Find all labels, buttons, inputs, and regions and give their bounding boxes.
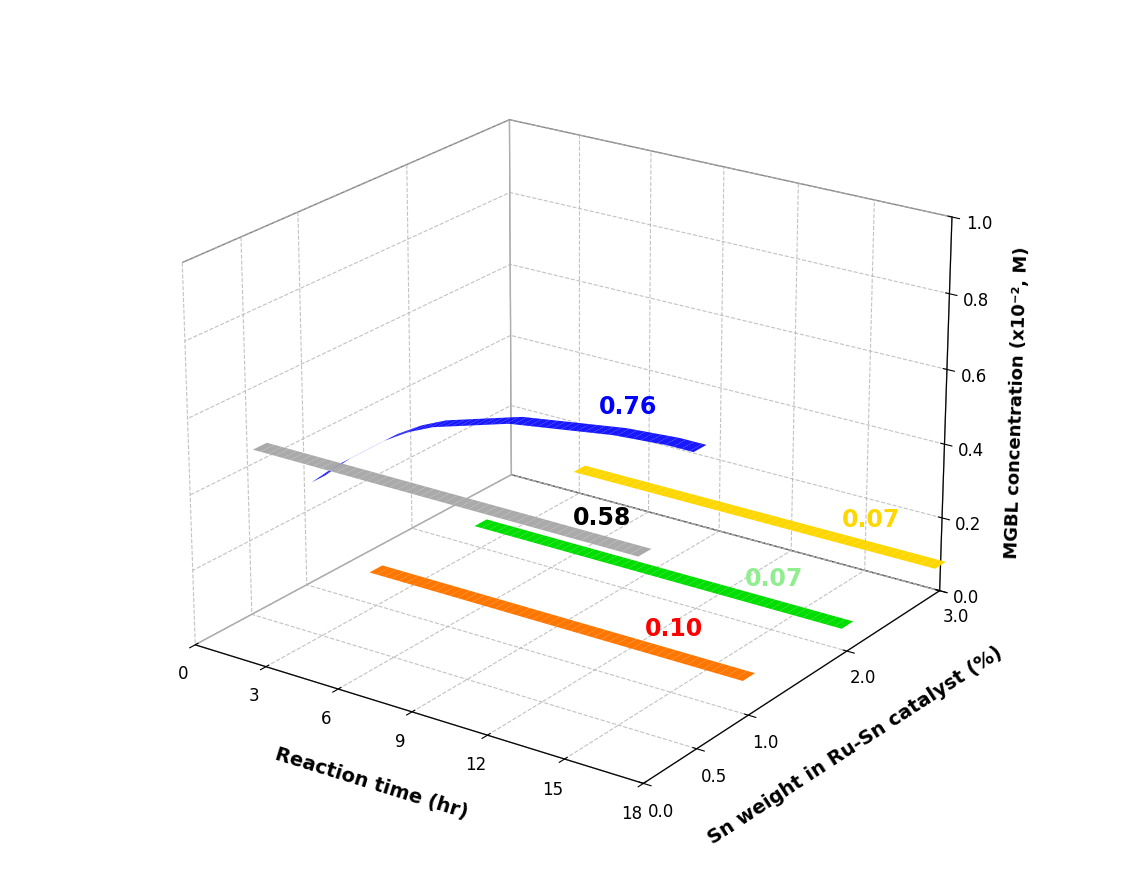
X-axis label: Reaction time (hr): Reaction time (hr): [273, 745, 470, 822]
Y-axis label: Sn weight in Ru-Sn catalyst (%): Sn weight in Ru-Sn catalyst (%): [705, 643, 1005, 848]
